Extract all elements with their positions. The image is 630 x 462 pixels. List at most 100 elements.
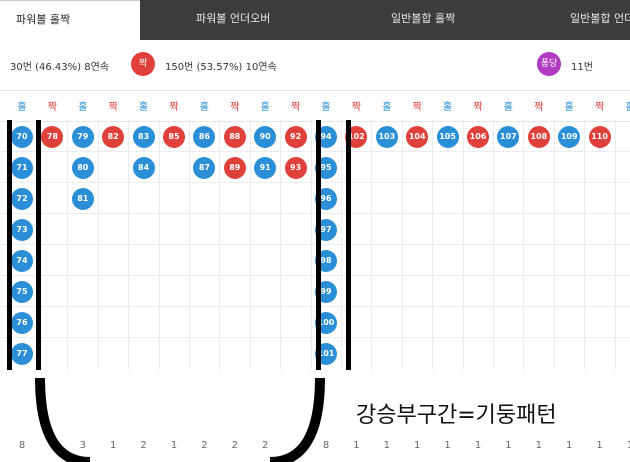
column-count: 1: [596, 440, 603, 451]
column-count: 2: [140, 440, 147, 451]
column-count: 1: [353, 440, 360, 451]
column-header-label: 홀: [503, 102, 513, 113]
odd-result-ball: 74: [11, 250, 33, 272]
grid-row-line: [0, 182, 630, 183]
column-count: 1: [383, 440, 390, 451]
odd-summary: 30번 (46.43%) 8연속: [10, 62, 109, 73]
grid-column-line: [310, 120, 312, 370]
odd-result-ball: 80: [71, 157, 94, 179]
column-header-label: 짝: [108, 102, 118, 113]
grid-row-line: [0, 306, 630, 307]
column-header-label: 홀: [17, 102, 27, 113]
column-header-label: 홀: [321, 102, 331, 113]
grid-column-line: [493, 120, 494, 370]
column-count: 1: [566, 440, 573, 451]
annotation-text: 강승부구간=기둥패턴: [356, 403, 557, 428]
column-header-label: 홀: [138, 102, 149, 113]
column-header-label: 홀: [442, 102, 453, 113]
pillar-marker-left-a: [7, 120, 12, 370]
odd-result-ball: 77: [11, 343, 33, 365]
odd-result-ball: 79: [71, 126, 94, 148]
grid-row-line: [0, 275, 630, 276]
even-result-ball: 85: [163, 126, 185, 148]
odd-result-ball: 73: [11, 219, 33, 241]
tab-powerball-under-over[interactable]: 파워볼 언더오버: [196, 12, 271, 25]
column-count: 2: [201, 440, 208, 451]
odd-result-ball: 107: [497, 126, 520, 148]
special-badge: 퐁당: [537, 52, 561, 76]
column-header-label: 홀: [260, 102, 270, 113]
column-count: 1: [615, 440, 630, 451]
column-header-label: 홀: [564, 102, 574, 113]
grid-column-line: [219, 120, 221, 370]
even-result-ball: 108: [527, 126, 550, 148]
pillar-marker-left-b: [36, 120, 41, 370]
column-count-row: 8 3 1 2 1 2 2 2 8 1 1 1 1 1 1 1 1 1 1: [0, 432, 630, 462]
grid-row-line: [0, 244, 630, 245]
even-result-ball: 106: [467, 126, 489, 148]
column-header-label: 홀: [199, 102, 209, 113]
column-header-label: 홀: [625, 102, 630, 113]
column-count: 1: [474, 440, 482, 451]
grid-column-line: [128, 120, 130, 370]
odd-result-ball: 72: [11, 188, 33, 210]
column-header-label: 짝: [412, 102, 422, 113]
odd-result-ball: 70: [11, 126, 33, 148]
column-count: 1: [535, 440, 542, 451]
odd-result-ball: 105: [436, 126, 459, 148]
column-count: 8: [322, 440, 330, 451]
grid-column-line: [97, 120, 99, 370]
grid-column-line: [432, 120, 434, 370]
grid-column-line: [462, 120, 464, 370]
column-header-label: 홀: [78, 102, 88, 113]
result-grid: 70 71 72 73 74 75 76 77 78 79 80 81 82 83 84 85 86 87 88 89…: [0, 120, 630, 370]
grid-column-line: [189, 120, 190, 370]
even-result-ball: 104: [406, 126, 429, 148]
even-badge: 짝: [131, 52, 155, 76]
even-result-ball: 82: [102, 126, 125, 148]
pillar-marker-right-a: [316, 120, 321, 370]
grid-row-line: [0, 337, 630, 338]
even-result-ball: 78: [41, 126, 64, 148]
odd-result-ball: 109: [558, 126, 581, 148]
column-count: 3: [79, 440, 86, 451]
grid-column-line: [553, 120, 555, 370]
summary-bar: 30번 (46.43%) 8연속 짝 150번 (53.57%) 10연속 퐁당…: [0, 40, 630, 90]
column-count: 1: [444, 440, 451, 451]
column-header-label: 짝: [351, 102, 361, 113]
odd-result-ball: 83: [132, 126, 155, 148]
pillar-marker-right-b: [346, 120, 351, 370]
grid-column-line: [67, 120, 69, 370]
column-header-label: 짝: [169, 102, 179, 113]
grid-column-line: [341, 120, 342, 370]
tab-powerball-odd-even[interactable]: 파워볼 홀짝: [0, 0, 140, 40]
column-count: 8: [18, 440, 26, 451]
special-summary: 11번: [571, 62, 593, 73]
odd-result-ball: 76: [11, 312, 33, 334]
column-header-label: 짝: [47, 102, 57, 113]
tab-normal-sum-under-over[interactable]: 일반볼합 언더오버: [570, 12, 630, 25]
column-count: 1: [110, 440, 117, 451]
odd-result-ball: 75: [11, 281, 33, 303]
column-header-label: 홀: [382, 102, 392, 113]
even-result-ball: 89: [223, 157, 246, 179]
odd-result-ball: 71: [11, 157, 33, 179]
odd-result-ball: 84: [132, 157, 155, 179]
tab-normal-sum-odd-even[interactable]: 일반볼합 홀짝: [391, 12, 456, 25]
column-header-label: 짝: [534, 102, 544, 113]
grid-row-line: [0, 151, 630, 152]
grid-column-line: [401, 120, 403, 370]
grid-column-line: [523, 120, 525, 370]
column-header-label: 짝: [594, 102, 605, 113]
grid-column-line: [614, 120, 616, 370]
even-result-ball: 93: [284, 157, 307, 179]
even-result-ball: 92: [284, 126, 307, 148]
odd-result-ball: 103: [375, 126, 398, 148]
column-count: 1: [505, 440, 512, 451]
grid-column-line: [158, 120, 160, 370]
odd-result-ball: 91: [254, 157, 277, 179]
column-header-label: 짝: [230, 102, 240, 113]
grid-row-line: [0, 213, 630, 214]
column-count: 1: [170, 440, 178, 451]
column-count: 1: [414, 440, 421, 451]
